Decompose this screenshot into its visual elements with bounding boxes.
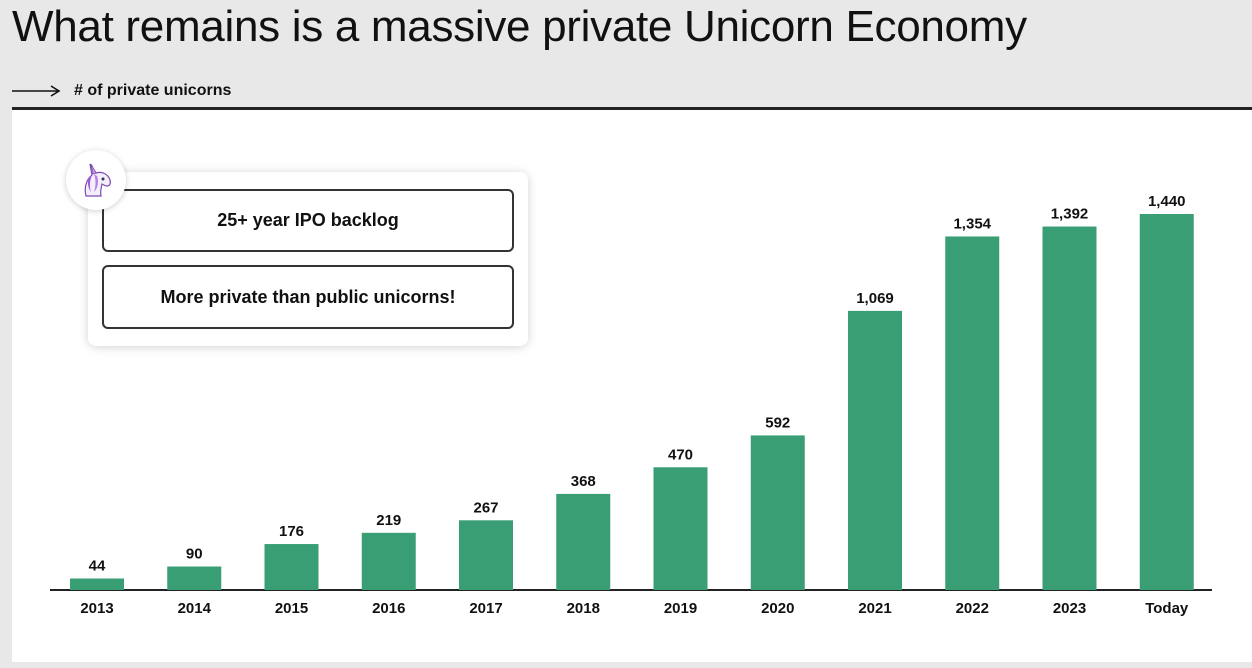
bar-2019	[653, 467, 708, 590]
arrow-right-icon	[12, 85, 61, 97]
x-tick-label: Today	[1145, 600, 1189, 617]
bar-value-label: 90	[186, 546, 203, 563]
x-tick-label: 2023	[1053, 600, 1086, 617]
bar-2013	[70, 578, 124, 590]
bar-2014	[167, 566, 222, 590]
x-tick-label: 2020	[761, 600, 794, 617]
bar-value-label: 1,392	[1051, 206, 1089, 223]
unicorn-icon	[84, 163, 111, 197]
x-tick-label: 2015	[275, 600, 308, 617]
chart-subtitle: # of private unicorns	[12, 82, 231, 100]
bar-value-label: 219	[376, 512, 401, 529]
private-vs-public-box: More private than public unicorns!	[102, 265, 514, 329]
bar-2016	[361, 532, 416, 590]
bar-2015	[264, 544, 319, 590]
bar-value-label: 470	[668, 446, 693, 463]
bar-today	[1139, 214, 1194, 590]
x-tick-label: 2018	[567, 600, 600, 617]
page-title: What remains is a massive private Unicor…	[12, 2, 1027, 51]
bar-2017	[459, 520, 513, 590]
x-tick-label: 2017	[469, 600, 502, 617]
x-tick-label: 2021	[858, 600, 891, 617]
unicorn-badge	[66, 150, 126, 210]
bar-value-label: 44	[89, 558, 106, 575]
bar-value-label: 1,354	[953, 215, 991, 232]
x-tick-label: 2014	[178, 600, 212, 617]
bar-value-label: 267	[473, 499, 498, 516]
bar-value-label: 176	[279, 523, 304, 540]
header-divider	[12, 107, 1252, 110]
bar-2022	[945, 236, 1000, 590]
bar-value-label: 1,069	[856, 290, 894, 307]
chart-subtitle-label: # of private unicorns	[74, 82, 232, 99]
bar-2018	[556, 493, 611, 590]
bar-2023	[1042, 226, 1097, 591]
x-tick-label: 2016	[372, 600, 405, 617]
bar-2020	[750, 435, 805, 590]
x-tick-label: 2022	[956, 600, 989, 617]
bar-value-label: 1,440	[1148, 193, 1186, 210]
x-tick-label: 2019	[664, 600, 697, 617]
bar-2021	[848, 310, 902, 590]
bar-value-label: 592	[765, 414, 790, 431]
x-tick-label: 2013	[80, 600, 113, 617]
bar-value-label: 368	[571, 473, 596, 490]
ipo-backlog-box: 25+ year IPO backlog	[102, 189, 514, 252]
